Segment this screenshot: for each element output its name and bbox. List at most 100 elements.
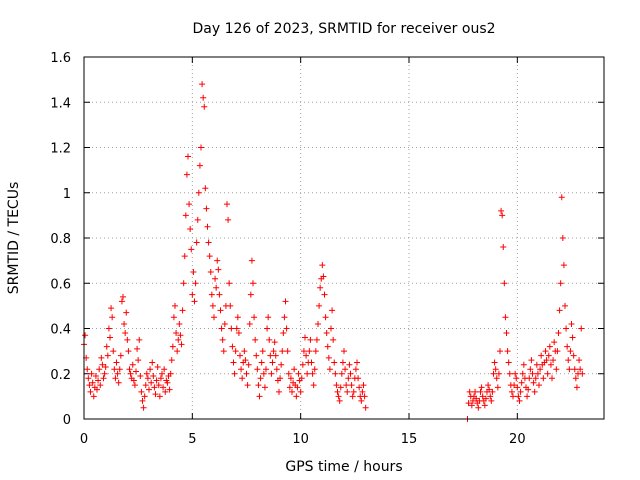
data-point — [555, 330, 562, 337]
data-point — [235, 330, 242, 337]
data-point — [271, 339, 278, 346]
data-point — [549, 375, 555, 382]
data-point — [545, 352, 552, 359]
data-point — [355, 375, 362, 382]
chart-title: Day 126 of 2023, SRMTID for receiver ous… — [192, 21, 495, 37]
data-point — [550, 357, 557, 364]
data-point — [563, 325, 570, 332]
data-point — [324, 343, 331, 350]
data-point — [255, 382, 262, 389]
data-point — [232, 348, 239, 355]
x-tick-label: 5 — [188, 432, 196, 447]
data-point — [328, 325, 334, 332]
data-point — [151, 384, 158, 391]
data-point — [505, 359, 512, 366]
data-point — [191, 298, 198, 305]
data-point — [347, 370, 354, 377]
data-point — [219, 336, 226, 343]
data-point — [198, 144, 204, 151]
data-point — [540, 375, 547, 382]
data-point — [538, 352, 545, 359]
data-point — [559, 235, 566, 241]
data-point — [194, 216, 201, 223]
data-point — [544, 370, 551, 377]
plot-frame — [83, 56, 605, 420]
y-tick-label: 1.6 — [50, 51, 71, 66]
data-point — [231, 370, 238, 377]
data-point — [493, 375, 500, 382]
data-point — [517, 388, 524, 395]
x-axis-ticks: 0 5 10 15 20 — [80, 57, 526, 447]
data-point — [490, 370, 497, 377]
data-point — [579, 370, 586, 377]
data-point — [177, 332, 184, 339]
data-point — [568, 320, 575, 327]
data-point — [349, 393, 356, 400]
data-point — [123, 309, 130, 316]
data-point — [120, 293, 126, 300]
data-point — [533, 361, 540, 368]
data-point — [205, 239, 212, 246]
data-point — [172, 302, 178, 309]
data-point — [206, 253, 213, 260]
data-point — [547, 361, 554, 368]
data-point — [344, 388, 351, 395]
data-point — [166, 386, 173, 393]
data-point — [258, 359, 265, 366]
data-point — [94, 386, 100, 393]
data-point — [234, 314, 241, 321]
data-point — [573, 384, 580, 391]
data-point — [101, 370, 108, 377]
data-point — [526, 375, 533, 382]
data-point — [564, 343, 571, 350]
data-point — [477, 388, 484, 395]
data-point — [230, 359, 237, 366]
data-point — [134, 345, 141, 352]
data-point — [515, 393, 522, 400]
data-point — [221, 320, 228, 327]
data-point — [86, 382, 93, 389]
data-point — [527, 366, 534, 373]
data-point — [218, 325, 225, 332]
x-tick-label: 15 — [401, 432, 418, 447]
data-point — [282, 298, 289, 305]
data-point — [112, 375, 119, 382]
x-tick-label: 10 — [292, 432, 309, 447]
data-point — [554, 348, 561, 355]
data-point — [326, 366, 333, 373]
data-point — [534, 370, 541, 377]
data-point — [115, 379, 122, 386]
data-point — [504, 348, 511, 355]
data-point — [142, 382, 149, 389]
data-point — [130, 377, 137, 384]
data-point — [281, 314, 288, 321]
data-point — [322, 314, 329, 321]
data-point — [335, 393, 342, 400]
data-point — [182, 212, 189, 219]
data-point — [492, 366, 499, 373]
data-point — [506, 370, 513, 377]
x-tick-label: 20 — [509, 432, 526, 447]
data-point — [239, 375, 246, 382]
data-point — [268, 370, 275, 377]
data-point — [242, 357, 249, 364]
data-point — [189, 291, 196, 298]
data-point — [228, 325, 235, 332]
data-point — [116, 366, 123, 373]
data-point — [122, 330, 129, 337]
data-point — [257, 375, 264, 382]
data-point — [310, 382, 317, 389]
data-point — [144, 375, 151, 382]
data-point — [152, 391, 159, 398]
data-point — [243, 370, 250, 377]
data-point — [577, 366, 584, 373]
data-point — [217, 307, 224, 314]
data-point — [111, 366, 118, 373]
data-point — [307, 336, 314, 343]
data-point — [303, 352, 310, 359]
data-point — [500, 244, 507, 251]
data-point — [325, 354, 332, 361]
data-point — [557, 280, 564, 287]
data-point — [148, 379, 155, 386]
data-point — [481, 402, 488, 409]
